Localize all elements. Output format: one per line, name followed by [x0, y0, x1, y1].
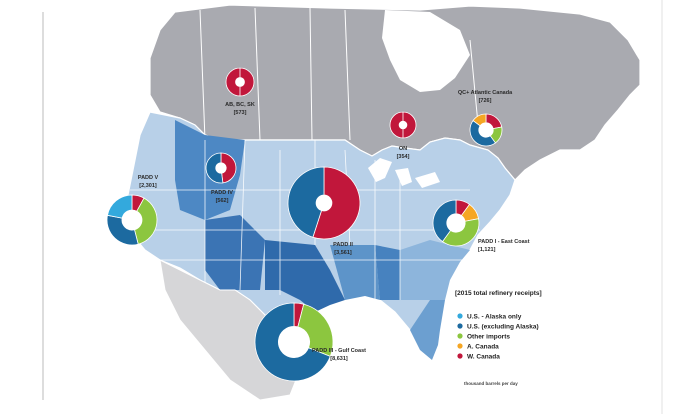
label-padd2: PADD II [333, 242, 353, 248]
value-padd1: [1,121] [478, 247, 496, 253]
pie-padd1 [432, 199, 480, 247]
pie-padd2 [287, 166, 361, 240]
legend: [2015 total refinery receipts] U.S. - Al… [455, 290, 542, 361]
pie-hole [316, 195, 332, 211]
legend-swatch-w-canada [457, 353, 463, 359]
pie-hole [446, 213, 466, 233]
pie-on [389, 111, 417, 139]
pie-slice-w-canada [220, 152, 237, 184]
region-labels: AB, BC, SK [573] ON [354] QC+ Atlantic C… [138, 90, 530, 362]
label-padd5: PADD V [138, 175, 159, 181]
legend-label-us-excl-alaska: U.S. (excluding Alaska) [467, 324, 539, 331]
legend-title: [2015 total refinery receipts] [455, 290, 542, 297]
legend-swatch-e-canada [457, 343, 463, 349]
legend-swatch-other-imports [457, 333, 463, 339]
label-qc-atlantic: QC+ Atlantic Canada [458, 90, 513, 96]
pie-padd4 [205, 152, 237, 184]
pie-qc-atlantic [469, 113, 503, 147]
label-padd3: PADD III - Gulf Coast [312, 348, 366, 354]
value-padd3: [8,631] [330, 356, 348, 362]
value-padd2: [3,561] [334, 250, 352, 256]
pie-charts [106, 67, 503, 382]
footnote: thousand barrels per day [464, 381, 518, 386]
pie-hole [478, 122, 494, 138]
pie-hole [122, 210, 142, 230]
legend-label-us-alaska: U.S. - Alaska only [467, 314, 522, 321]
legend-swatch-us-alaska [457, 313, 463, 319]
value-ab-bc-sk: [573] [234, 110, 247, 116]
pie-hole [399, 121, 407, 129]
label-padd4: PADD IV [211, 190, 233, 196]
value-on: [354] [397, 154, 410, 160]
legend-label-e-canada: A. Canada [467, 344, 499, 351]
value-padd5: [2,301] [139, 183, 157, 189]
pie-ab-bc-sk [225, 67, 255, 97]
label-on: ON [399, 146, 407, 152]
pie-hole [215, 162, 227, 174]
label-padd1: PADD I - East Coast [478, 239, 530, 245]
legend-label-w-canada: W. Canada [467, 354, 500, 361]
label-ab-bc-sk: AB, BC, SK [225, 102, 255, 108]
pie-hole [235, 77, 245, 87]
pie-padd3 [254, 302, 334, 382]
pie-hole [278, 326, 310, 358]
pie-padd5 [106, 194, 158, 246]
legend-swatch-us-excl-alaska [457, 323, 463, 329]
value-padd4: [562] [216, 198, 229, 204]
value-qc-atlantic: [726] [479, 98, 492, 104]
legend-label-other-imports: Other imports [467, 334, 510, 341]
